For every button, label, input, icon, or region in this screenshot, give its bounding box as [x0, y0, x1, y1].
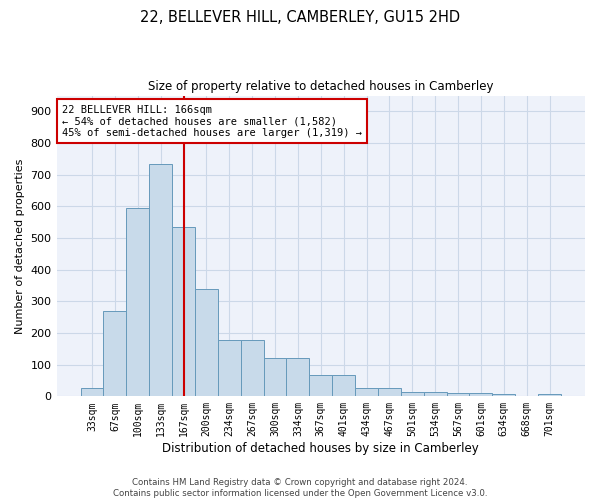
Bar: [195, 288, 218, 397]
Bar: [493, 394, 515, 396]
Bar: [310, 375, 332, 396]
Bar: [286, 358, 310, 397]
Bar: [241, 340, 263, 396]
Bar: [401, 392, 424, 396]
Bar: [332, 375, 355, 396]
Bar: [378, 388, 401, 396]
X-axis label: Distribution of detached houses by size in Camberley: Distribution of detached houses by size …: [163, 442, 479, 455]
Bar: [218, 340, 241, 396]
Bar: [263, 358, 286, 397]
Bar: [80, 388, 103, 396]
Y-axis label: Number of detached properties: Number of detached properties: [15, 158, 25, 334]
Bar: [446, 392, 469, 396]
Text: Contains HM Land Registry data © Crown copyright and database right 2024.
Contai: Contains HM Land Registry data © Crown c…: [113, 478, 487, 498]
Bar: [424, 392, 446, 396]
Bar: [149, 164, 172, 396]
Bar: [469, 392, 493, 396]
Bar: [172, 227, 195, 396]
Title: Size of property relative to detached houses in Camberley: Size of property relative to detached ho…: [148, 80, 494, 93]
Bar: [103, 311, 127, 396]
Text: 22 BELLEVER HILL: 166sqm
← 54% of detached houses are smaller (1,582)
45% of sem: 22 BELLEVER HILL: 166sqm ← 54% of detach…: [62, 104, 362, 138]
Text: 22, BELLEVER HILL, CAMBERLEY, GU15 2HD: 22, BELLEVER HILL, CAMBERLEY, GU15 2HD: [140, 10, 460, 25]
Bar: [355, 388, 378, 396]
Bar: [127, 208, 149, 396]
Bar: [538, 394, 561, 396]
